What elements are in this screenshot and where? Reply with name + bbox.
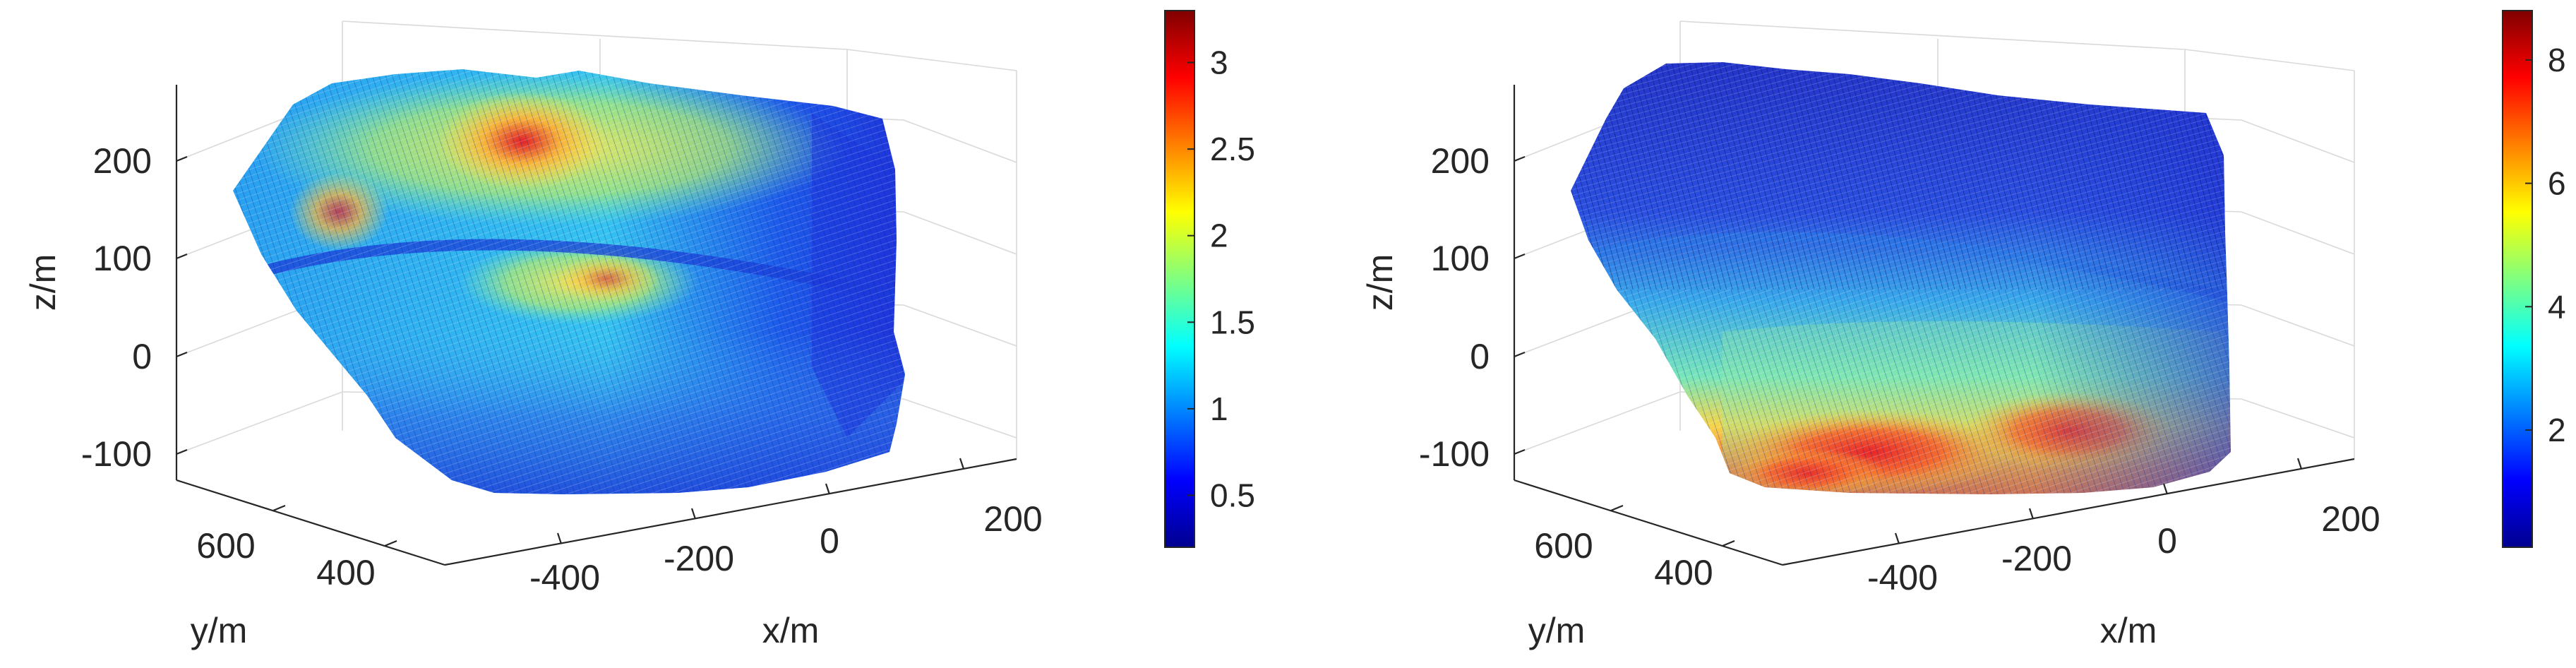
z-tick-label: 100	[1431, 239, 1490, 278]
z-axis-label-right: z/m	[1360, 254, 1400, 311]
surface-left	[233, 69, 905, 494]
y-tick-label: 600	[1534, 526, 1593, 566]
y-axis-line-right	[1514, 479, 1783, 566]
z-axis-label-left: z/m	[23, 254, 63, 311]
colorbar-tick-label: 2	[2548, 412, 2566, 448]
x-ticks-right: -400 -200 0 200	[1867, 458, 2380, 597]
x-tick-label: 200	[2321, 499, 2380, 539]
colorbar-tick-label: 3	[1210, 44, 1228, 81]
x-tick-label: -200	[2001, 539, 2072, 578]
x-tick-label: -200	[664, 539, 734, 578]
colorbar-tick-label: 0.5	[1210, 477, 1255, 513]
z-tick-label: 100	[93, 239, 152, 278]
colorbar-tick-label: 1.5	[1210, 304, 1255, 340]
z-tick-label: 0	[1470, 337, 1490, 376]
x-tick-label: -400	[1867, 558, 1938, 597]
surface-plot-left: 200 100 0 -100 z/m 600 400 y/m -400 -200…	[23, 10, 1255, 650]
y-tick-label: 400	[316, 553, 375, 592]
x-tick-label: 0	[2157, 521, 2177, 561]
x-tick-label: 200	[983, 499, 1042, 539]
y-axis-label-right: y/m	[1528, 611, 1586, 650]
colorbar-tick-label: 6	[2548, 165, 2566, 202]
colorbar-tick-label: 2	[1210, 217, 1228, 254]
x-axis-line-right	[1782, 458, 2355, 566]
y-tick-label: 400	[1654, 553, 1713, 592]
colorbar-tick-label: 1	[1210, 390, 1228, 427]
colorbar-tick-label: 8	[2548, 42, 2566, 78]
z-ticks-left: 200 100 0 -100	[81, 141, 188, 474]
colorbar-left: 0.5 1 1.5 2 2.5 3	[1164, 10, 1255, 548]
z-tick-label: 0	[132, 337, 152, 376]
y-axis-label-left: y/m	[191, 611, 248, 650]
y-axis-line-left	[176, 479, 445, 566]
z-ticks-right: 200 100 0 -100	[1419, 141, 1526, 474]
x-tick-label: -400	[529, 558, 600, 597]
y-ticks-right: 600 400	[1534, 504, 1735, 592]
x-tick-label: 0	[820, 521, 839, 561]
z-tick-label: -100	[1419, 434, 1490, 474]
z-tick-label: 200	[93, 141, 152, 181]
x-axis-label-left: x/m	[762, 611, 820, 650]
x-axis-line-left	[444, 458, 1017, 566]
y-ticks-left: 600 400	[196, 504, 397, 592]
colorbar-tick-label: 2.5	[1210, 131, 1255, 167]
y-tick-label: 600	[196, 526, 255, 566]
colorbar-right: 2 4 6 8	[2502, 10, 2566, 548]
x-ticks-left: -400 -200 0 200	[529, 458, 1043, 597]
surface-plot-right: 200 100 0 -100 z/m 600 400 y/m -400 -200…	[1360, 10, 2566, 650]
z-tick-label: -100	[81, 434, 152, 474]
surface-right	[1571, 62, 2231, 494]
colorbar-tick-label: 4	[2548, 288, 2566, 325]
x-axis-label-right: x/m	[2100, 611, 2157, 650]
z-tick-label: 200	[1431, 141, 1490, 181]
